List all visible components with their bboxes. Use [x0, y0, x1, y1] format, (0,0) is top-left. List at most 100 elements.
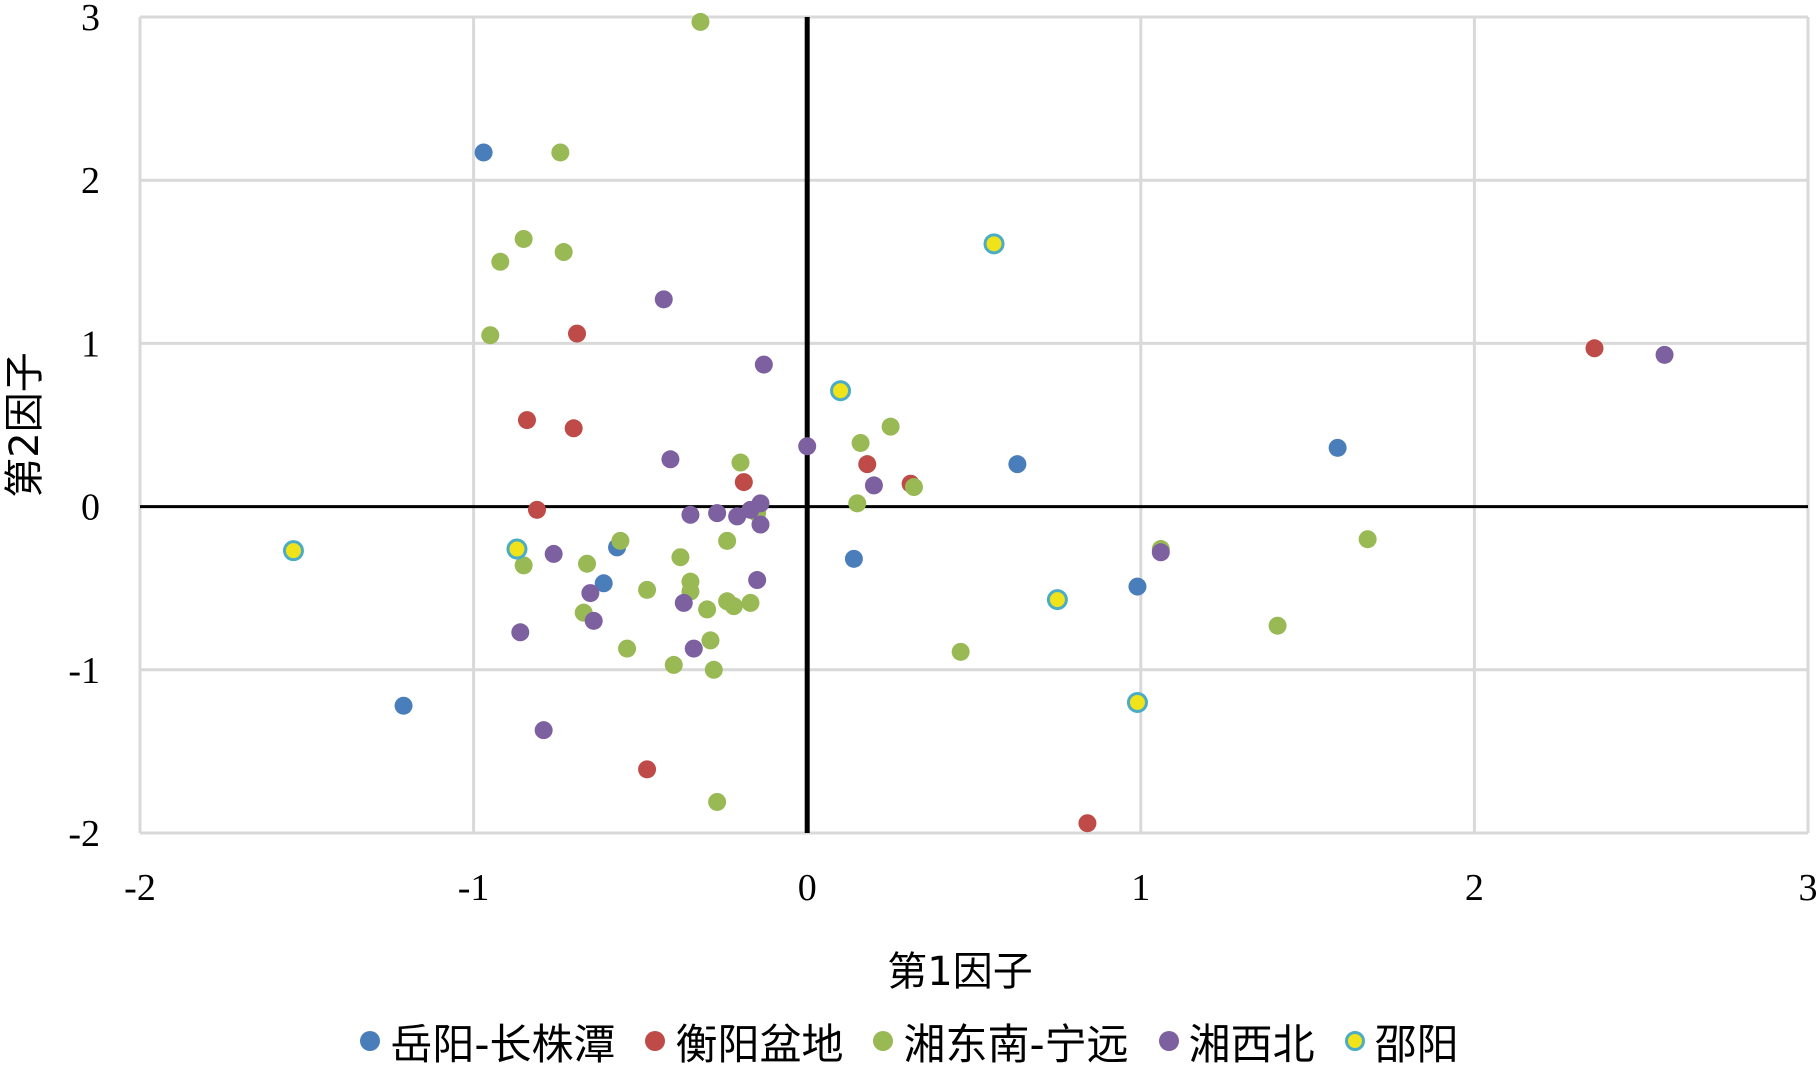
data-point [681, 505, 700, 524]
data-point [394, 696, 413, 715]
data-point [594, 574, 613, 593]
legend-label: 衡阳盆地 [675, 1019, 844, 1069]
data-point [741, 593, 760, 612]
legend-marker-shaoyang [1344, 1031, 1365, 1051]
data-point [698, 600, 717, 619]
data-point [1078, 814, 1097, 833]
legend-label: 湘东南-宁远 [903, 1019, 1129, 1069]
data-point [638, 760, 657, 779]
data-point [1328, 438, 1347, 457]
data-point [830, 380, 852, 402]
data-point [951, 642, 970, 661]
data-point [1358, 530, 1377, 549]
axes [140, 17, 1808, 833]
data-point [584, 611, 603, 630]
data-point [684, 639, 703, 658]
legend-label: 邵阳 [1374, 1019, 1459, 1069]
data-point [534, 721, 553, 740]
data-point [731, 453, 750, 472]
data-point [1151, 543, 1170, 562]
data-point [1655, 345, 1674, 364]
data-point [554, 243, 573, 262]
data-point [858, 455, 877, 474]
x-tick-label: -1 [458, 867, 490, 909]
scatter-chart: -2 -1 0 1 2 3 -2 -1 0 1 2 3 第1因子 第2因子 [2, 0, 1818, 995]
data-point [1126, 691, 1148, 713]
data-point [527, 500, 546, 519]
legend-item: 湘西北 [1158, 1011, 1315, 1072]
x-tick-label: -2 [124, 867, 156, 909]
data-point [544, 544, 563, 563]
data-point [754, 355, 773, 374]
data-point [983, 233, 1005, 255]
data-point [844, 549, 863, 568]
y-tick-label: 1 [81, 323, 100, 365]
legend-label: 湘西北 [1188, 1019, 1315, 1069]
data-point [704, 660, 723, 679]
y-tick-label: 2 [81, 160, 100, 202]
legend-marker-hengyang [645, 1031, 666, 1051]
data-points [282, 12, 1674, 833]
data-point [564, 419, 583, 438]
legend: 岳阳-长株潭 衡阳盆地 湘东南-宁远 湘西北 邵阳 [0, 1012, 1819, 1070]
data-point [904, 478, 923, 497]
data-point [718, 531, 737, 550]
data-point [618, 639, 637, 658]
data-point [514, 229, 533, 248]
data-point [671, 548, 690, 567]
x-tick-label: 2 [1465, 867, 1484, 909]
data-point [514, 556, 533, 575]
data-point [1268, 616, 1287, 635]
y-tick-label: -2 [68, 813, 100, 855]
legend-marker-xiangxibei [1158, 1031, 1179, 1051]
data-point [581, 584, 600, 603]
data-point [708, 504, 727, 523]
data-point [751, 494, 770, 513]
data-point [664, 655, 683, 674]
data-point [701, 631, 720, 650]
legend-marker-xiangdongnan [873, 1031, 894, 1051]
data-point [881, 417, 900, 436]
data-point [506, 538, 528, 560]
data-point [748, 571, 767, 590]
legend-marker-yueyang [360, 1031, 381, 1051]
x-tick-label: 1 [1131, 867, 1150, 909]
tick-labels: -2 -1 0 1 2 3 -2 -1 0 1 2 3 [68, 0, 1817, 909]
data-point [654, 290, 673, 309]
data-point [517, 411, 536, 430]
legend-label: 岳阳-长株潭 [390, 1019, 616, 1069]
data-point [851, 433, 870, 452]
data-point [1008, 455, 1027, 474]
data-point [638, 580, 657, 599]
data-point [798, 437, 817, 456]
data-point [674, 593, 693, 612]
data-point [661, 450, 680, 469]
data-point [611, 531, 630, 550]
data-point [1046, 589, 1068, 611]
data-point [282, 540, 304, 562]
data-point [474, 143, 493, 162]
y-axis-title: 第2因子 [2, 352, 48, 497]
y-tick-label: 3 [81, 0, 100, 39]
legend-item: 衡阳盆地 [645, 1011, 843, 1072]
grid-lines [138, 15, 1810, 835]
data-point [708, 792, 727, 811]
data-point [1585, 339, 1604, 358]
data-point [568, 324, 587, 343]
data-point [691, 12, 710, 31]
data-point [864, 476, 883, 495]
data-point [578, 554, 597, 573]
data-point [511, 623, 530, 642]
legend-item: 湘东南-宁远 [873, 1011, 1129, 1072]
y-tick-label: 0 [81, 487, 100, 529]
x-tick-label: 3 [1799, 867, 1818, 909]
legend-item: 邵阳 [1344, 1011, 1459, 1072]
data-point [551, 143, 570, 162]
legend-item: 岳阳-长株潭 [360, 1011, 615, 1072]
data-point [848, 494, 867, 513]
data-point [481, 326, 500, 345]
data-point [728, 507, 747, 526]
data-point [751, 515, 770, 534]
data-point [724, 597, 743, 616]
data-point [734, 473, 753, 492]
